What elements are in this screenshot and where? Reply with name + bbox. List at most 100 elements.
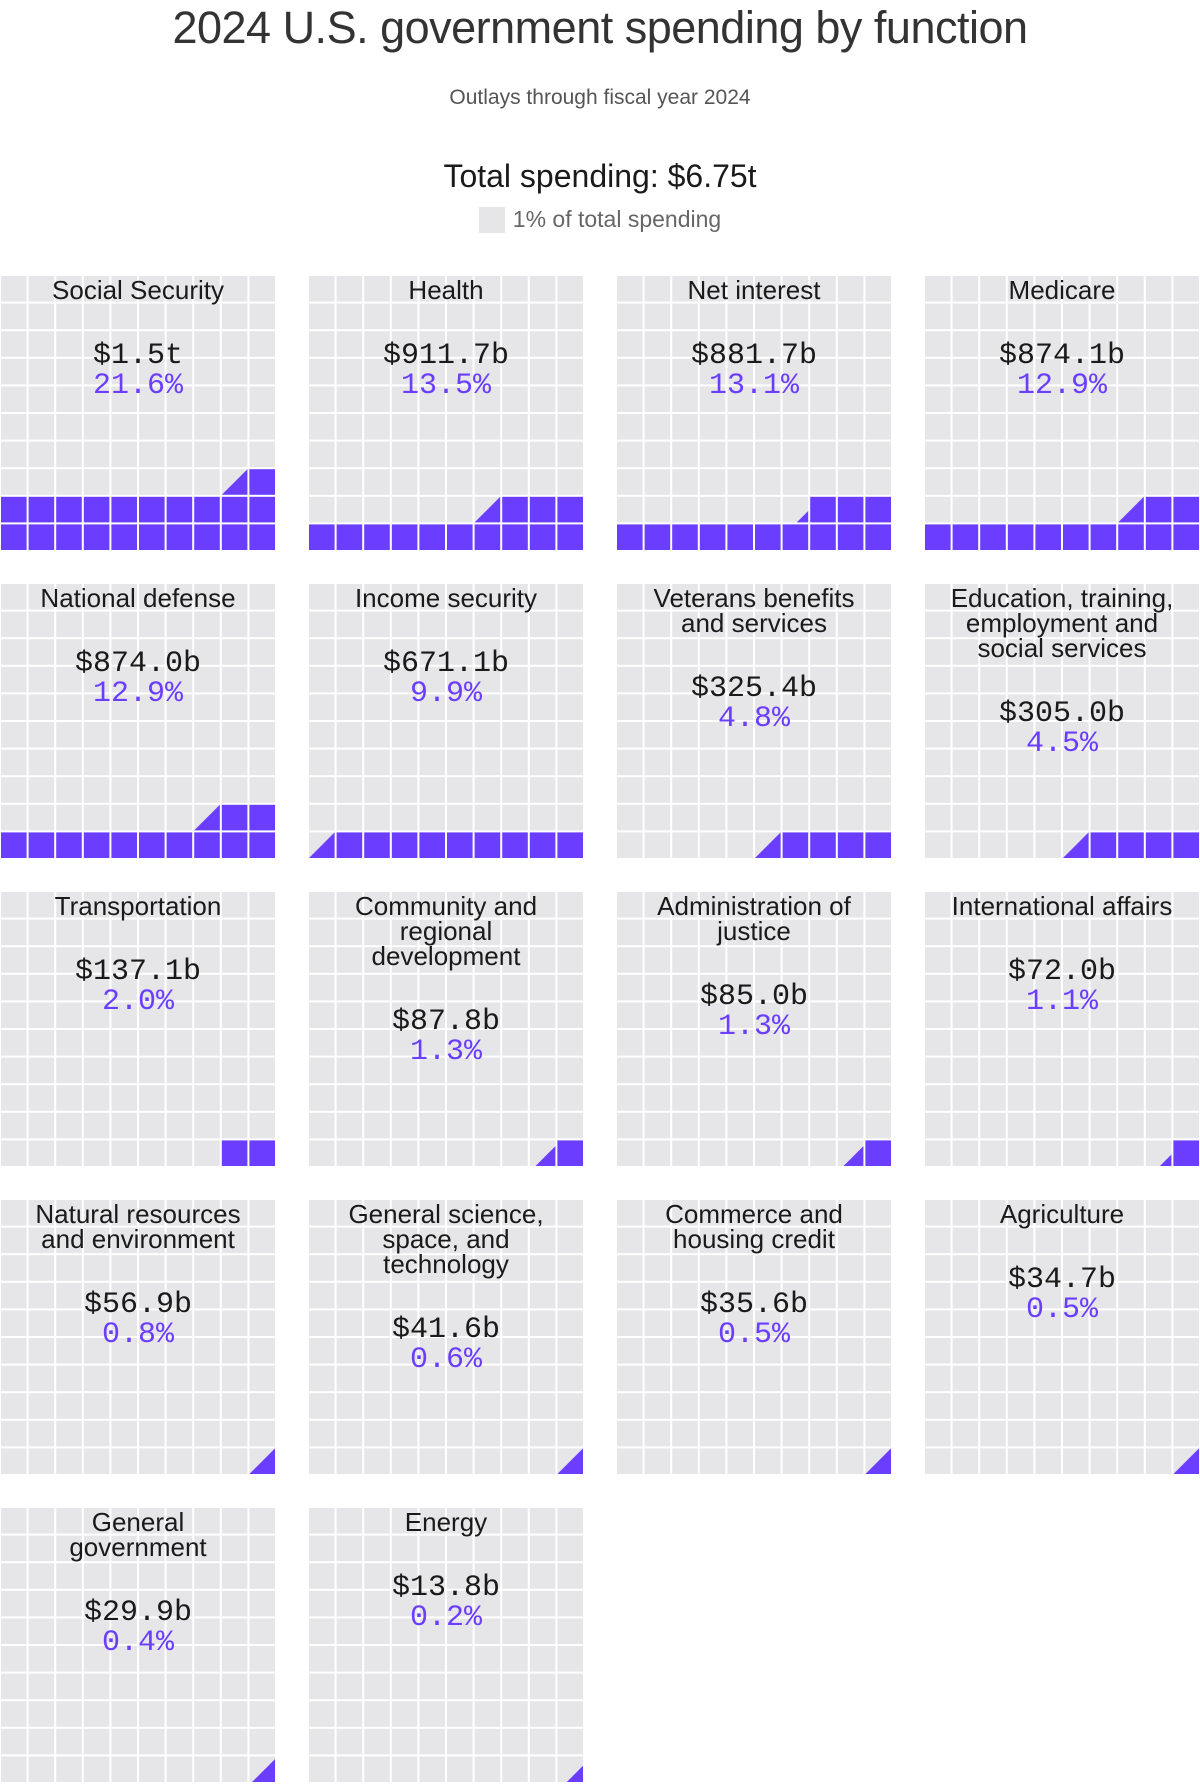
empty-cell [952,1365,979,1392]
empty-cell [364,1673,390,1700]
empty-cell [617,666,643,693]
empty-cell [557,1255,583,1281]
empty-cell [391,496,418,523]
empty-cell [672,1140,698,1166]
empty-cell [309,1728,335,1755]
empty-cell [56,1255,82,1281]
empty-cell [980,919,1006,946]
empty-cell [336,611,363,638]
empty-cell [391,1255,418,1281]
empty-cell [166,919,193,946]
empty-cell [617,1365,643,1392]
partial-cell [843,1146,864,1166]
empty-cell [1063,1310,1089,1336]
empty-cell [672,722,698,748]
empty-cell [1007,1255,1034,1281]
empty-cell [782,919,809,946]
empty-cell [837,1255,864,1281]
empty-cell [221,1673,248,1700]
empty-cell [447,1590,473,1617]
empty-cell [557,1057,583,1084]
empty-cell [309,1618,335,1644]
empty-cell [364,722,390,748]
empty-cell [221,441,248,468]
category-percent: 0.5% [1026,1293,1099,1327]
empty-cell [391,1030,418,1056]
empty-cell [419,584,445,610]
empty-cell [364,919,390,946]
empty-cell [391,722,418,748]
filled-cell [391,832,418,858]
empty-cell [111,1085,137,1111]
empty-cell [221,1282,248,1309]
empty-cell [1090,496,1117,523]
empty-cell [1035,1057,1061,1084]
waffle-energy: Energy$13.8b0.2% [309,1507,583,1782]
empty-cell [1145,584,1172,610]
empty-cell [56,1030,82,1056]
partial-cell [194,804,220,831]
empty-cell [447,611,473,638]
empty-cell [782,1365,809,1392]
empty-cell [810,1140,836,1166]
empty-cell [1145,303,1172,330]
empty-cell [952,1200,979,1226]
category-name: Health [408,275,483,305]
filled-cell [419,524,445,550]
empty-cell [249,947,275,973]
waffle-community-and-regional-development: Community andregionaldevelopment$87.8b1.… [309,891,583,1166]
empty-cell [166,1255,193,1281]
empty-cell [111,749,137,776]
empty-cell [644,611,671,638]
empty-cell [1063,414,1089,440]
empty-cell [557,1618,583,1644]
empty-cell [56,1646,82,1672]
empty-cell [447,947,473,973]
empty-cell [617,919,643,946]
empty-cell [111,1112,137,1139]
empty-cell [1035,1255,1061,1281]
empty-cell [194,1085,220,1111]
category-name: General [92,1507,185,1537]
empty-cell [502,1535,528,1562]
empty-cell [166,611,193,638]
empty-cell [1145,974,1172,1001]
empty-cell [952,1420,979,1447]
empty-cell [111,1563,137,1589]
empty-cell [336,1057,363,1084]
empty-cell [865,303,891,330]
empty-cell [194,722,220,748]
empty-cell [309,1701,335,1727]
empty-cell [672,1057,698,1084]
category-name: Education, training, [951,583,1174,613]
empty-cell [111,1756,137,1782]
empty-cell [810,303,836,330]
empty-cell [309,1002,335,1028]
empty-cell [617,1085,643,1111]
empty-cell [139,694,165,720]
empty-cell [755,1002,781,1028]
category-name: International affairs [952,891,1173,921]
empty-cell [419,639,445,665]
empty-cell [139,441,165,468]
empty-cell [336,694,363,720]
filled-cell [529,496,556,523]
empty-cell [336,1365,363,1392]
empty-cell [166,1057,193,1084]
empty-cell [672,331,698,357]
empty-cell [865,749,891,776]
empty-cell [447,1365,473,1392]
filled-cell [755,524,781,550]
empty-cell [529,1282,556,1309]
empty-cell [782,694,809,720]
empty-cell [502,1673,528,1700]
empty-cell [502,611,528,638]
filled-cell [249,804,275,831]
empty-cell [699,1282,726,1309]
empty-cell [502,386,528,412]
empty-cell [1173,892,1199,918]
category-name: Veterans benefits [654,583,855,613]
empty-cell [1007,722,1034,748]
empty-cell [699,832,726,858]
empty-cell [1035,919,1061,946]
